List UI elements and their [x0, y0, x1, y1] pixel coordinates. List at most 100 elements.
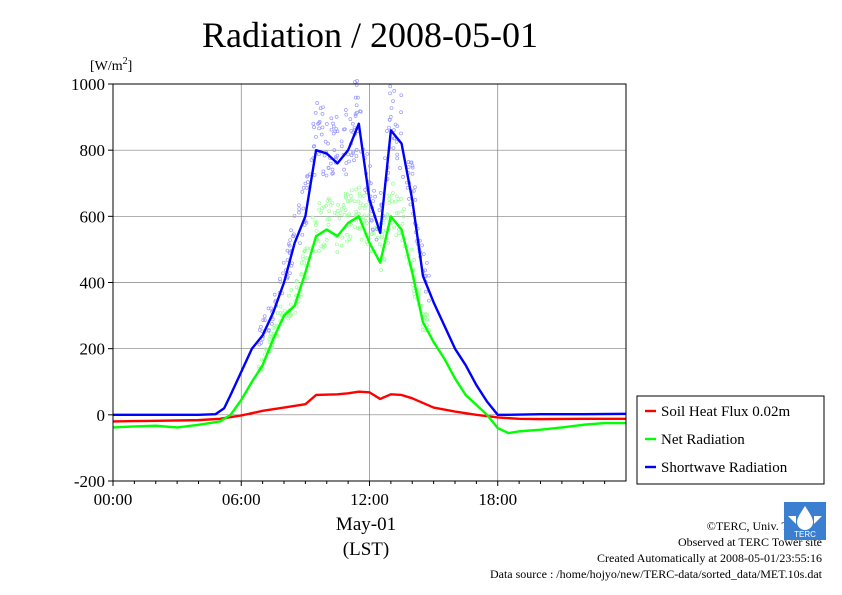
sample-point	[362, 206, 367, 211]
sample-point	[326, 223, 331, 227]
sample-point	[278, 277, 282, 281]
sample-point	[408, 202, 413, 207]
sample-point	[301, 186, 306, 190]
legend-label: Net Radiation	[661, 432, 745, 448]
sample-point	[259, 357, 264, 362]
y-tick-label: 1000	[71, 75, 105, 94]
sample-point	[329, 116, 334, 121]
sample-point	[334, 211, 339, 216]
sample-point	[371, 199, 375, 203]
sample-point	[400, 209, 405, 214]
sample-point	[388, 91, 392, 96]
sample-point	[417, 287, 421, 292]
sample-point	[331, 124, 336, 129]
series-2-group	[113, 79, 627, 417]
sample-point	[339, 207, 344, 211]
sample-point	[281, 260, 286, 265]
sample-point	[401, 175, 405, 179]
sample-point	[342, 213, 347, 217]
sample-point	[321, 105, 325, 110]
sample-point	[286, 314, 291, 319]
sample-point	[382, 258, 386, 263]
sample-point	[288, 238, 292, 242]
sample-point	[320, 111, 325, 116]
sample-point	[301, 257, 306, 261]
legend-label: Soil Heat Flux 0.02m	[661, 404, 791, 420]
sample-point	[268, 334, 272, 339]
sample-point	[394, 233, 399, 238]
sample-point	[331, 171, 335, 176]
sample-point	[354, 187, 359, 192]
sample-point	[356, 199, 361, 204]
sample-point	[326, 141, 330, 146]
sample-point	[278, 304, 283, 309]
sample-point	[299, 261, 304, 265]
sample-point	[266, 306, 271, 311]
sample-point	[335, 129, 340, 134]
x-tick-label: 06:00	[222, 490, 261, 509]
sample-point	[361, 203, 365, 208]
sample-point	[387, 200, 392, 205]
sample-point	[344, 112, 349, 117]
sample-point	[317, 121, 321, 125]
sample-point	[269, 306, 273, 311]
sample-point	[387, 125, 391, 130]
sample-point	[261, 318, 266, 322]
sample-point	[392, 89, 397, 93]
sample-point	[305, 173, 310, 178]
credit-created-time: Created Automatically at 2008-05-01/23:5…	[597, 551, 822, 565]
sample-point	[257, 327, 262, 332]
sample-point	[337, 216, 342, 221]
sample-point	[351, 149, 356, 154]
legend-box	[636, 395, 825, 485]
sample-point	[336, 203, 340, 207]
sample-point	[310, 215, 315, 220]
sample-point	[398, 166, 402, 170]
sample-point	[320, 206, 324, 211]
sample-point	[297, 210, 301, 215]
sample-point	[287, 313, 292, 318]
sample-point	[314, 249, 318, 254]
sample-point	[301, 206, 306, 211]
sample-point	[276, 311, 280, 315]
sample-point	[322, 243, 327, 248]
sample-point	[350, 121, 355, 126]
sample-point	[316, 239, 321, 244]
sample-point	[293, 310, 298, 315]
sample-point	[393, 122, 398, 127]
sample-point	[361, 194, 366, 198]
sample-point	[378, 191, 383, 195]
sample-point	[327, 209, 332, 214]
sample-point	[345, 239, 349, 244]
sample-point	[369, 181, 373, 186]
sample-point	[420, 243, 424, 248]
sample-point	[332, 148, 337, 152]
plot-frame	[112, 83, 627, 482]
sample-point	[368, 164, 372, 168]
sample-point	[317, 249, 322, 253]
sample-point	[350, 188, 354, 193]
sample-point	[347, 159, 351, 164]
sample-point	[257, 342, 262, 347]
sample-point	[278, 311, 283, 315]
sample-point	[288, 271, 292, 276]
sample-point	[413, 198, 418, 202]
sample-point	[390, 191, 395, 195]
sample-point	[353, 95, 358, 100]
sample-point	[381, 229, 385, 234]
sample-point	[312, 144, 317, 148]
sample-point	[385, 212, 390, 217]
sample-point	[288, 302, 293, 307]
sample-point	[425, 261, 429, 265]
sample-point	[413, 185, 417, 190]
sample-point	[271, 326, 276, 330]
sample-point	[317, 152, 321, 157]
sample-point	[289, 288, 294, 292]
sample-point	[324, 238, 329, 242]
sample-point	[267, 328, 271, 332]
sample-point	[314, 221, 319, 225]
sample-point	[395, 124, 400, 129]
sample-point	[321, 169, 326, 174]
sample-point	[340, 235, 345, 240]
